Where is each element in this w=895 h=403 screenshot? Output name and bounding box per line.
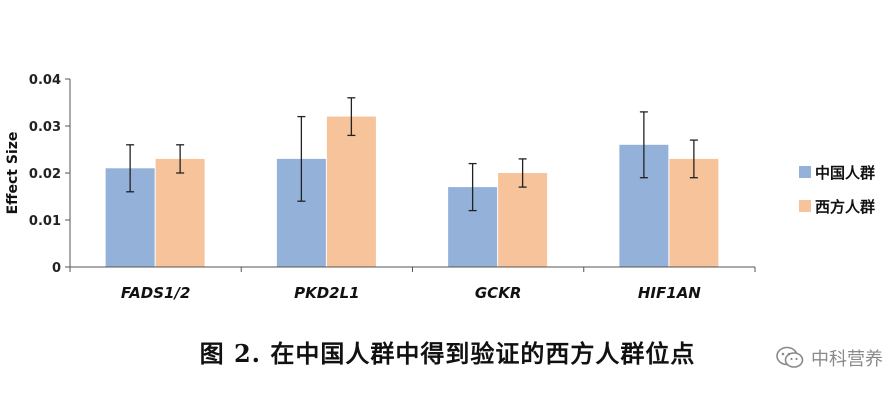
x-tick-label: GCKR xyxy=(475,284,522,302)
bar-fads1-2-series-2 xyxy=(155,158,205,267)
legend-swatch xyxy=(799,166,811,178)
watermark-text: 中科营养 xyxy=(811,349,883,370)
legend-swatch xyxy=(799,200,811,212)
axes-layer: FADS1/2 PKD2L1 GCKR HIF1AN 0 0.01 0.02 0.03 0.04… xyxy=(5,73,756,302)
x-tick-label: FADS1/2 xyxy=(121,284,191,302)
x-tick-label: PKD2L1 xyxy=(294,284,360,302)
bars-layer xyxy=(105,116,719,267)
x-tick-label: HIF1AN xyxy=(638,284,701,302)
legend-label: 中国人群 xyxy=(815,164,875,182)
watermark: 中科营养 xyxy=(775,345,883,371)
y-tick-label: 0 xyxy=(52,261,61,276)
bar-pkd2l1-series-2 xyxy=(326,116,376,267)
effect-size-chart: FADS1/2 PKD2L1 GCKR HIF1AN 0 0.01 0.02 0.03 0.04… xyxy=(5,73,875,302)
y-tick-label: 0.02 xyxy=(29,167,61,182)
error-bars-layer xyxy=(126,97,698,212)
y-tick-label: 0.04 xyxy=(29,73,61,88)
bar-gckr-series-2 xyxy=(498,173,548,267)
y-tick-label: 0.01 xyxy=(29,214,61,229)
wechat-icon xyxy=(776,346,804,368)
y-axis-label: Effect Size xyxy=(5,132,21,215)
legend-label: 西方人群 xyxy=(815,198,875,216)
figure-caption: 图 2. 在中国人群中得到验证的西方人群位点 xyxy=(199,339,696,368)
y-tick-label: 0.03 xyxy=(29,120,61,135)
